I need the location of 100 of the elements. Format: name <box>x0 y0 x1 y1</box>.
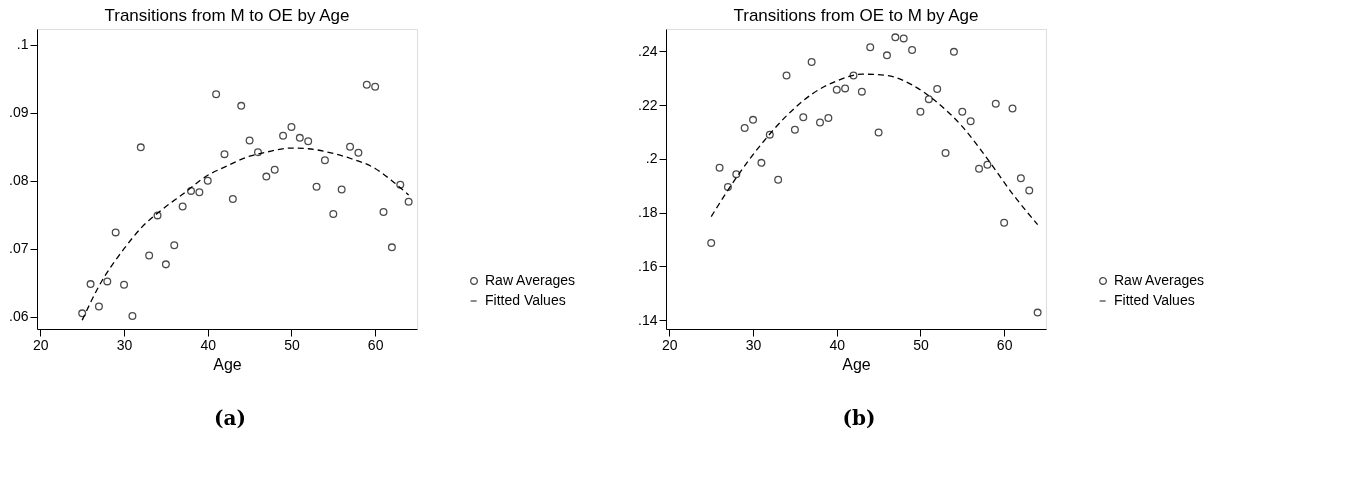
point <box>354 148 363 157</box>
point <box>924 95 933 104</box>
point <box>723 183 732 192</box>
point <box>1000 218 1009 227</box>
point <box>1008 104 1017 113</box>
point <box>899 34 908 43</box>
point <box>111 228 120 237</box>
point <box>120 280 129 289</box>
point <box>749 115 758 124</box>
x-axis-title: Age <box>213 355 242 373</box>
point <box>790 125 799 134</box>
text: (a) <box>214 406 246 430</box>
point <box>312 182 321 191</box>
point <box>270 165 279 174</box>
x-axis-title: Age <box>842 355 871 373</box>
x-tick-label: 50 <box>913 336 929 353</box>
point <box>329 210 338 219</box>
point <box>958 107 967 116</box>
point <box>941 148 950 157</box>
y-tick-label: .14 <box>638 311 658 328</box>
point <box>379 208 388 216</box>
point <box>841 84 850 93</box>
x-tick-label: 60 <box>996 336 1013 353</box>
x-tick-label: 20 <box>662 336 678 353</box>
legend-label: Raw Averages <box>1114 272 1205 288</box>
point <box>765 130 774 139</box>
point <box>807 58 816 67</box>
point <box>161 260 170 269</box>
x-tick-label: 50 <box>284 336 300 353</box>
point <box>170 241 179 250</box>
point <box>279 131 288 140</box>
x-tick-label: 60 <box>367 336 384 353</box>
point <box>178 202 187 211</box>
point <box>220 150 229 159</box>
point <box>387 243 396 252</box>
y-tick-label: .08 <box>9 172 29 189</box>
point <box>824 113 833 122</box>
point <box>916 107 925 116</box>
point <box>304 137 313 146</box>
point <box>874 128 883 137</box>
y-tick-label: .18 <box>638 204 658 221</box>
point <box>396 180 405 189</box>
point <box>983 160 992 169</box>
legend-label: Fitted Values <box>1114 292 1195 308</box>
point <box>799 113 808 122</box>
point <box>228 195 237 204</box>
y-tick-label: .1 <box>16 36 29 53</box>
y-tick-label: .22 <box>638 96 658 113</box>
point <box>86 280 95 289</box>
point <box>128 312 137 321</box>
point <box>346 142 355 151</box>
y-tick-label: .2 <box>645 150 658 167</box>
y-tick-label: .24 <box>638 42 658 59</box>
x-tick-label: 30 <box>116 336 133 353</box>
x-tick-label: 30 <box>745 336 762 353</box>
x-tick-label: 40 <box>200 336 217 353</box>
point <box>371 82 380 91</box>
point <box>103 277 112 286</box>
point <box>287 122 296 131</box>
chart-title: Transitions from M to OE by Age <box>104 6 350 25</box>
point <box>991 99 1000 108</box>
legend-label: Fitted Values <box>485 292 566 308</box>
point <box>253 148 262 157</box>
point <box>362 80 371 89</box>
point <box>757 158 766 167</box>
point <box>732 170 741 179</box>
point <box>295 133 304 142</box>
point <box>78 309 87 318</box>
point <box>94 302 103 311</box>
point <box>195 188 204 197</box>
point <box>715 163 724 172</box>
point <box>891 33 900 42</box>
point <box>782 71 791 80</box>
legend-label: Raw Averages <box>485 272 576 288</box>
point <box>707 238 716 247</box>
point <box>320 156 329 165</box>
x-tick-label: 20 <box>33 336 49 353</box>
point <box>203 176 212 185</box>
point <box>404 197 413 206</box>
point <box>966 117 975 126</box>
point <box>849 71 858 80</box>
point <box>1016 174 1025 183</box>
point <box>245 136 254 145</box>
point <box>1025 186 1034 195</box>
y-tick-label: .16 <box>638 257 658 274</box>
point <box>949 47 958 56</box>
point <box>933 84 942 93</box>
point <box>816 118 825 127</box>
line-series <box>81 147 410 321</box>
point <box>740 123 749 132</box>
point <box>187 186 196 195</box>
line-series <box>710 73 1039 226</box>
text: (b) <box>842 406 876 430</box>
point <box>337 185 346 194</box>
point <box>975 164 984 173</box>
y-tick-label: .09 <box>9 104 29 121</box>
point <box>212 90 221 99</box>
point <box>882 51 891 60</box>
point <box>153 211 162 220</box>
y-tick-label: .06 <box>9 308 29 325</box>
